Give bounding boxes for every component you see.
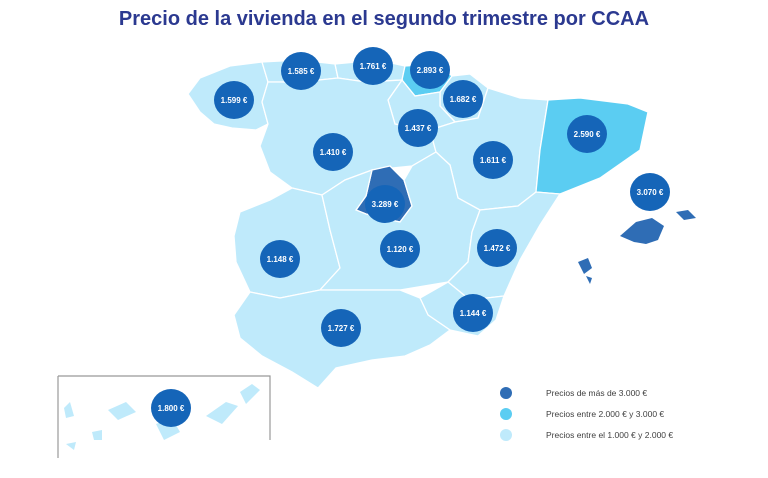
- price-badge-circle: [313, 133, 353, 171]
- legend-label: Precios entre el 1.000 € y 2.000 €: [546, 429, 674, 440]
- price-badge-circle: [443, 80, 483, 118]
- price-badge-circle: [380, 230, 420, 268]
- price-badge-circle: [260, 240, 300, 278]
- legend-item-mid: Precios entre 2.000 € y 3.000 €: [500, 403, 673, 424]
- price-badge-circle: [365, 185, 405, 223]
- price-label: 1.599 €: [221, 96, 248, 105]
- legend-item-high: Precios de más de 3.000 €: [500, 382, 673, 403]
- price-badge-circle: [214, 81, 254, 119]
- balearic-islands: [578, 210, 696, 284]
- price-badge: 1.599 €: [214, 81, 254, 119]
- price-badge: 2.893 €: [410, 51, 450, 89]
- price-badge: 3.289 €: [365, 185, 405, 223]
- legend-swatch-low: [500, 428, 512, 441]
- price-label: 1.727 €: [328, 324, 355, 333]
- price-badge: 1.761 €: [353, 47, 393, 85]
- price-label: 1.682 €: [450, 95, 477, 104]
- island-lanzarote: [240, 384, 260, 404]
- price-badge: 1.148 €: [260, 240, 300, 278]
- price-badge-circle: [321, 309, 361, 347]
- island-menorca: [676, 210, 696, 220]
- price-badge: 1.611 €: [473, 141, 513, 179]
- legend-swatch-mid: [500, 407, 512, 420]
- price-badge-circle: [398, 109, 438, 147]
- price-label: 1.800 €: [158, 404, 185, 413]
- price-label: 1.585 €: [288, 67, 315, 76]
- price-badge: 1.120 €: [380, 230, 420, 268]
- price-badge: 1.585 €: [281, 52, 321, 90]
- price-badge-circle: [473, 141, 513, 179]
- price-badge-circle: [630, 173, 670, 211]
- price-label: 1.437 €: [405, 124, 432, 133]
- island-la-gomera: [92, 430, 102, 440]
- price-badge: 1.144 €: [453, 294, 493, 332]
- price-label: 1.120 €: [387, 245, 414, 254]
- price-badge: 1.727 €: [321, 309, 361, 347]
- price-label: 1.148 €: [267, 255, 294, 264]
- legend-item-low: Precios entre el 1.000 € y 2.000 €: [500, 424, 673, 445]
- price-badge-circle: [151, 389, 191, 427]
- price-label: 1.410 €: [320, 148, 347, 157]
- price-label: 1.144 €: [460, 309, 487, 318]
- price-label: 2.590 €: [574, 130, 601, 139]
- price-badge: 1.472 €: [477, 229, 517, 267]
- island-mallorca: [620, 218, 664, 244]
- island-tenerife: [108, 402, 136, 420]
- island-formentera: [586, 276, 592, 284]
- island-la-palma: [64, 402, 74, 418]
- price-badge: 1.437 €: [398, 109, 438, 147]
- price-label: 1.472 €: [484, 244, 511, 253]
- island-el-hierro: [66, 442, 76, 450]
- price-badge-circle: [567, 115, 607, 153]
- price-badge: 2.590 €: [567, 115, 607, 153]
- price-label: 3.070 €: [637, 188, 664, 197]
- price-badge: 1.800 €: [151, 389, 191, 427]
- price-badge-circle: [453, 294, 493, 332]
- price-badge-circle: [477, 229, 517, 267]
- price-badge: 3.070 €: [630, 173, 670, 211]
- price-badges: 1.599 € 1.585 € 1.761 € 2.893 € 1.682 € 1.437…: [151, 47, 670, 427]
- price-badge-circle: [353, 47, 393, 85]
- legend-swatch-high: [500, 386, 512, 399]
- price-label: 1.611 €: [480, 156, 507, 165]
- price-badge-circle: [281, 52, 321, 90]
- map-title: Precio de la vivienda en el segundo trim…: [118, 8, 650, 30]
- island-fuerteventura: [206, 402, 238, 424]
- legend-label: Precios de más de 3.000 €: [546, 387, 648, 398]
- price-label: 1.761 €: [360, 62, 387, 71]
- price-badge-circle: [410, 51, 450, 89]
- price-badge: 1.682 €: [443, 80, 483, 118]
- price-label: 3.289 €: [372, 200, 399, 209]
- island-ibiza: [578, 258, 592, 274]
- legend-label: Precios entre 2.000 € y 3.000 €: [546, 408, 665, 419]
- price-label: 2.893 €: [417, 66, 444, 75]
- inset-frame: [58, 375, 271, 440]
- price-badge: 1.410 €: [313, 133, 353, 171]
- map-legend: Precios de más de 3.000 € Precios entre …: [500, 382, 673, 445]
